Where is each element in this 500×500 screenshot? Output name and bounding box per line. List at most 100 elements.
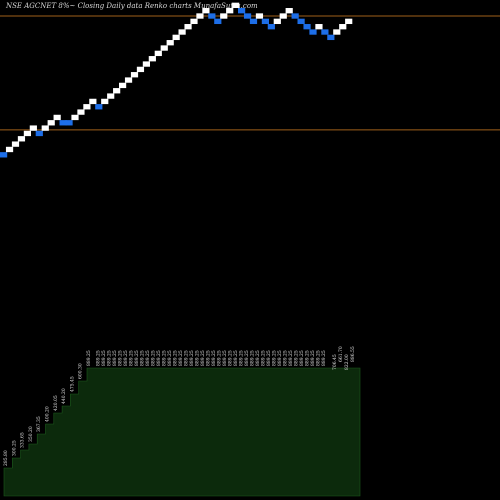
renko-brick-up bbox=[190, 18, 198, 25]
volume-plateau-label: 889.25 bbox=[222, 350, 228, 366]
renko-brick-up bbox=[220, 13, 228, 19]
renko-brick-up bbox=[273, 18, 281, 25]
renko-brick-up bbox=[178, 29, 186, 35]
volume-plateau-label: 889.25 bbox=[194, 350, 200, 366]
volume-plateau-label: 889.25 bbox=[299, 350, 305, 366]
renko-brick-up bbox=[148, 56, 156, 62]
renko-brick-up bbox=[285, 8, 293, 14]
renko-brick-up bbox=[23, 130, 31, 137]
renko-brick-up bbox=[184, 24, 192, 30]
volume-plateau-label: 889.25 bbox=[101, 350, 107, 366]
volume-tail-label: 886.55 bbox=[350, 346, 356, 362]
renko-brick-up bbox=[136, 66, 145, 73]
renko-brick-up bbox=[101, 98, 109, 105]
renko-brick-down bbox=[208, 13, 216, 19]
renko-brick-down bbox=[59, 120, 67, 126]
renko-brick-down bbox=[214, 18, 222, 25]
renko-brick-down bbox=[267, 24, 275, 30]
renko-brick-up bbox=[113, 88, 121, 94]
volume-plateau-label: 889.25 bbox=[260, 350, 266, 366]
renko-brick-up bbox=[166, 40, 174, 46]
renko-brick-up bbox=[124, 77, 133, 83]
volume-step-label: 889.25 bbox=[86, 350, 92, 366]
volume-step-label: 475.45 bbox=[69, 376, 75, 392]
volume-step-label: 440.20 bbox=[61, 388, 67, 404]
volume-step-label: 367.35 bbox=[36, 416, 42, 432]
renko-brick-up bbox=[83, 104, 91, 110]
renko-brick-down bbox=[65, 120, 73, 126]
renko-brick-down bbox=[291, 13, 299, 19]
renko-brick-up bbox=[47, 120, 55, 126]
renko-brick-down bbox=[238, 8, 246, 14]
renko-brick-up bbox=[255, 13, 264, 19]
renko-brick-up bbox=[154, 50, 162, 57]
volume-plateau-label: 889.25 bbox=[128, 350, 134, 366]
volume-plateau-label: 889.25 bbox=[216, 350, 222, 366]
renko-brick-up bbox=[196, 13, 204, 19]
renko-brick-down bbox=[35, 130, 43, 137]
renko-brick-up bbox=[5, 146, 14, 153]
volume-plateau-label: 889.25 bbox=[293, 350, 299, 366]
renko-brick-down bbox=[309, 29, 317, 35]
renko-brick-down bbox=[249, 18, 258, 25]
renko-brick-up bbox=[333, 29, 341, 35]
volume-plateau-label: 889.25 bbox=[117, 350, 123, 366]
volume-plateau-label: 889.25 bbox=[106, 350, 112, 366]
volume-step-label: 600.30 bbox=[78, 363, 84, 379]
volume-plateau-label: 889.25 bbox=[150, 350, 156, 366]
renko-brick-up bbox=[160, 45, 168, 51]
renko-brick-up bbox=[202, 8, 210, 14]
volume-plateau-label: 889.25 bbox=[112, 350, 118, 366]
volume-step-label: 400.20 bbox=[45, 406, 51, 422]
renko-brick-up bbox=[279, 13, 287, 19]
renko-brick-down bbox=[95, 104, 103, 110]
renko-brick-up bbox=[142, 61, 150, 67]
volume-step-label: 350.20 bbox=[28, 426, 34, 442]
volume-plateau-label: 889.25 bbox=[167, 350, 173, 366]
renko-brick-up bbox=[172, 34, 180, 41]
volume-plateau-label: 889.25 bbox=[288, 350, 294, 366]
volume-plateau-label: 889.25 bbox=[189, 350, 195, 366]
volume-plateau-label: 889.25 bbox=[161, 350, 167, 366]
renko-brick-up bbox=[77, 109, 85, 115]
volume-tail-label: 822.00 bbox=[344, 354, 350, 370]
volume-plateau-label: 889.25 bbox=[156, 350, 162, 366]
renko-brick-up bbox=[89, 98, 97, 105]
volume-plateau-label: 889.25 bbox=[95, 350, 101, 366]
volume-plateau-label: 889.25 bbox=[139, 350, 145, 366]
volume-plateau-label: 889.25 bbox=[321, 350, 327, 366]
volume-plateau-label: 889.25 bbox=[227, 350, 233, 366]
volume-plateau-label: 889.25 bbox=[249, 350, 255, 366]
renko-brick-up bbox=[130, 72, 139, 78]
renko-brick-down bbox=[261, 18, 269, 25]
chart-title: NSE AGCNET 8%~ Closing Daily data Renko … bbox=[6, 2, 258, 10]
renko-brick-up bbox=[232, 2, 240, 9]
volume-plateau-label: 889.25 bbox=[134, 350, 140, 366]
volume-plateau-label: 889.25 bbox=[178, 350, 184, 366]
renko-brick-down bbox=[0, 152, 8, 158]
volume-area bbox=[3, 367, 361, 497]
renko-brick-down bbox=[243, 13, 252, 19]
renko-brick-up bbox=[107, 93, 115, 99]
volume-plateau-label: 889.25 bbox=[172, 350, 178, 366]
volume-plateau-label: 889.25 bbox=[183, 350, 189, 366]
volume-plateau-label: 889.25 bbox=[277, 350, 283, 366]
volume-plateau-label: 889.25 bbox=[205, 350, 211, 366]
renko-brick-up bbox=[345, 18, 353, 25]
renko-brick-up bbox=[71, 114, 79, 121]
volume-plateau-label: 889.25 bbox=[310, 350, 316, 366]
volume-plateau-label: 889.25 bbox=[271, 350, 277, 366]
renko-brick-up bbox=[119, 82, 127, 89]
renko-brick-up bbox=[11, 141, 20, 147]
renko-brick-down bbox=[321, 29, 329, 35]
volume-plateau-label: 889.25 bbox=[315, 350, 321, 366]
volume-plateau-label: 889.25 bbox=[200, 350, 206, 366]
reference-lines bbox=[0, 15, 500, 131]
renko-brick-up bbox=[17, 136, 26, 142]
renko-brick-down bbox=[297, 18, 305, 25]
volume-plateau-label: 889.25 bbox=[123, 350, 129, 366]
volume-step-label: 420.05 bbox=[53, 395, 59, 411]
volume-plateau-label: 889.25 bbox=[255, 350, 261, 366]
